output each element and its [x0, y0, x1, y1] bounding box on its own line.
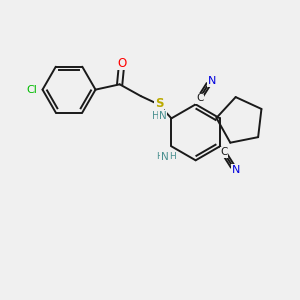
Text: H: H: [156, 152, 162, 161]
Text: Cl: Cl: [27, 85, 38, 94]
Text: N: N: [208, 76, 216, 86]
Text: H: H: [152, 111, 160, 121]
Text: N: N: [161, 152, 169, 162]
Text: C: C: [220, 147, 227, 157]
Text: N: N: [159, 111, 167, 121]
Text: S: S: [155, 97, 164, 110]
Text: C: C: [196, 93, 203, 103]
Text: H: H: [169, 152, 176, 161]
Text: N: N: [232, 165, 240, 175]
Text: O: O: [118, 57, 127, 70]
